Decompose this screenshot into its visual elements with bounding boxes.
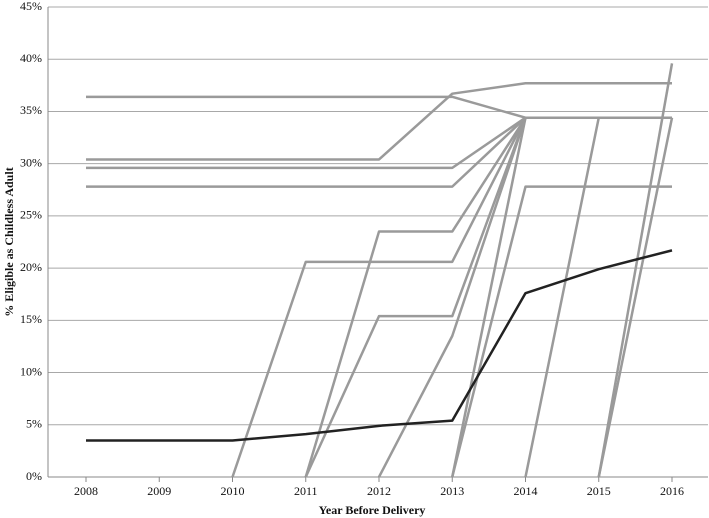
series-line — [231, 117, 527, 478]
series-line — [451, 117, 527, 478]
series-line — [597, 117, 674, 478]
series-line — [86, 95, 672, 119]
y-tick-label: 45% — [20, 0, 42, 13]
x-tick-label: 2016 — [660, 484, 684, 498]
x-tick-label: 2010 — [221, 484, 245, 498]
y-tick-label: 15% — [20, 312, 42, 326]
x-tick-label: 2008 — [74, 484, 98, 498]
y-tick-label: 40% — [20, 51, 42, 65]
series-line — [524, 116, 672, 478]
y-tick-label: 5% — [26, 417, 42, 431]
series-line — [451, 185, 672, 478]
x-axis-title: Year Before Delivery — [319, 503, 426, 517]
series-line — [304, 117, 527, 478]
series-line — [377, 117, 527, 478]
y-tick-label: 30% — [20, 155, 42, 169]
x-tick-label: 2014 — [514, 484, 538, 498]
x-tick-label: 2015 — [587, 484, 611, 498]
series-line — [597, 63, 674, 478]
y-tick-label: 10% — [20, 364, 42, 378]
y-tick-label: 25% — [20, 208, 42, 222]
y-tick-label: 35% — [20, 103, 42, 117]
x-tick-label: 2011 — [294, 484, 318, 498]
series-line — [304, 117, 527, 478]
y-tick-label: 0% — [26, 469, 42, 483]
series-line — [86, 81, 672, 161]
x-tick-label: 2013 — [440, 484, 464, 498]
x-tick-label: 2009 — [147, 484, 171, 498]
y-axis-title: % Eligible as Childless Adult — [2, 167, 16, 316]
x-tick-label: 2012 — [367, 484, 391, 498]
series-line — [86, 116, 672, 188]
y-tick-label: 20% — [20, 260, 42, 274]
series-line — [86, 249, 673, 442]
